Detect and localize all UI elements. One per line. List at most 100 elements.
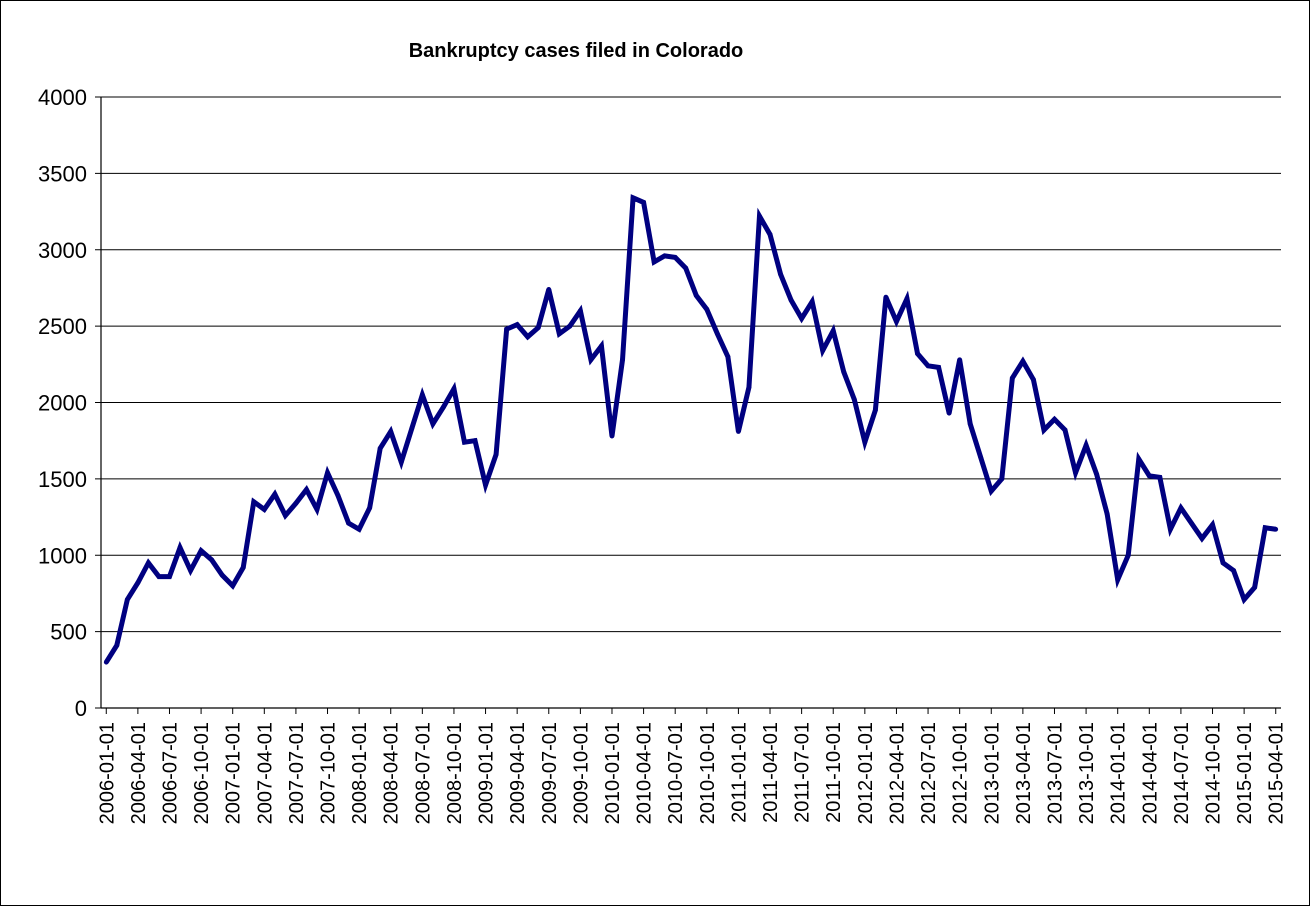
data-point — [1273, 526, 1279, 532]
data-point — [967, 421, 973, 427]
x-tick-label: 2013-01-01 — [981, 722, 1003, 824]
data-point — [367, 505, 373, 511]
data-point — [704, 306, 710, 312]
data-point — [620, 357, 625, 363]
data-point — [736, 429, 741, 434]
x-tick-label: 2012-04-01 — [886, 722, 908, 824]
data-point — [535, 325, 541, 331]
data-point — [1220, 560, 1226, 566]
data-point — [1241, 597, 1247, 602]
data-point — [335, 493, 341, 499]
data-point — [936, 364, 941, 370]
x-tick-label: 2014-01-01 — [1108, 722, 1130, 824]
data-point — [778, 271, 783, 277]
data-point — [809, 299, 815, 305]
data-point — [356, 526, 362, 532]
y-axis-ticks: 0 500 1000 1500 2000 2500 3000 3500 4000 — [38, 85, 101, 721]
x-tick-label: 2006-07-01 — [159, 722, 181, 824]
data-point — [746, 384, 752, 390]
data-point — [546, 287, 552, 292]
data-point — [146, 560, 151, 566]
data-point — [188, 568, 193, 573]
x-tick-label: 2008-10-01 — [444, 722, 466, 824]
data-point — [1009, 375, 1015, 381]
data-point — [272, 491, 278, 497]
data-point — [472, 438, 478, 444]
data-point — [714, 331, 720, 337]
x-tick-label: 2012-01-01 — [855, 722, 877, 824]
x-tick-label: 2011-10-01 — [823, 722, 845, 823]
data-point — [1178, 505, 1184, 511]
x-tick-label: 2011-07-01 — [792, 722, 814, 823]
data-point — [314, 507, 320, 512]
data-point — [609, 433, 615, 439]
data-point — [1031, 377, 1036, 382]
data-point — [872, 407, 878, 413]
data-point — [240, 565, 246, 570]
data-point — [167, 574, 172, 580]
data-point — [219, 572, 225, 578]
data-point — [641, 200, 646, 205]
data-point — [830, 328, 836, 334]
x-tick-label: 2006-10-01 — [191, 722, 213, 824]
data-point — [630, 195, 636, 201]
x-tick-label: 2011-04-01 — [760, 722, 782, 823]
x-tick-label: 2008-07-01 — [412, 722, 434, 824]
x-tick-label: 2009-07-01 — [539, 722, 561, 824]
y-tick-label: 3000 — [38, 238, 87, 263]
series-line — [104, 194, 1277, 664]
data-point — [841, 369, 847, 375]
x-tick-label: 2014-07-01 — [1171, 722, 1193, 824]
data-point — [209, 557, 215, 563]
data-point — [525, 334, 531, 340]
data-point — [683, 265, 689, 271]
y-tick-label: 2000 — [38, 391, 87, 416]
data-point — [346, 520, 351, 526]
data-point — [978, 455, 984, 460]
chart-title: Bankruptcy cases filed in Colorado — [409, 40, 744, 62]
x-tick-label: 2007-07-01 — [286, 722, 308, 824]
x-tick-label: 2013-04-01 — [1013, 722, 1035, 824]
data-point — [1052, 416, 1057, 422]
x-tick-label: 2009-04-01 — [507, 722, 529, 824]
data-point — [999, 476, 1005, 482]
data-point — [430, 421, 436, 427]
y-tick-label: 500 — [50, 620, 87, 645]
data-point — [599, 343, 604, 349]
x-tick-label: 2010-04-01 — [634, 722, 656, 824]
x-tick-label: 2008-01-01 — [349, 722, 371, 824]
y-tick-label: 4000 — [38, 85, 87, 110]
series-group — [103, 194, 1279, 665]
data-point — [177, 545, 183, 551]
data-point — [198, 548, 204, 554]
data-point — [588, 357, 594, 363]
data-point — [662, 253, 668, 259]
data-point — [441, 404, 446, 410]
x-tick-label: 2012-07-01 — [918, 722, 940, 824]
data-point — [419, 392, 425, 398]
data-point — [651, 259, 657, 265]
data-point — [261, 507, 267, 512]
data-point — [915, 351, 920, 357]
data-point — [388, 429, 394, 434]
x-tick-label: 2010-10-01 — [697, 722, 719, 824]
data-point — [293, 500, 299, 506]
data-point — [1041, 427, 1047, 433]
x-tick-label: 2011-01-01 — [728, 722, 750, 823]
data-point — [504, 326, 510, 332]
x-tick-label: 2010-01-01 — [602, 722, 624, 824]
data-point — [103, 659, 109, 665]
data-point — [114, 642, 120, 648]
data-point — [135, 580, 141, 586]
data-point — [851, 397, 857, 402]
data-point — [1115, 577, 1121, 583]
data-point — [577, 308, 583, 314]
data-point — [567, 323, 573, 329]
y-tick-label: 3500 — [38, 161, 87, 186]
data-point — [1136, 456, 1142, 462]
data-point — [946, 410, 952, 416]
data-point — [1199, 536, 1205, 541]
x-tick-label: 2015-01-01 — [1234, 722, 1256, 824]
